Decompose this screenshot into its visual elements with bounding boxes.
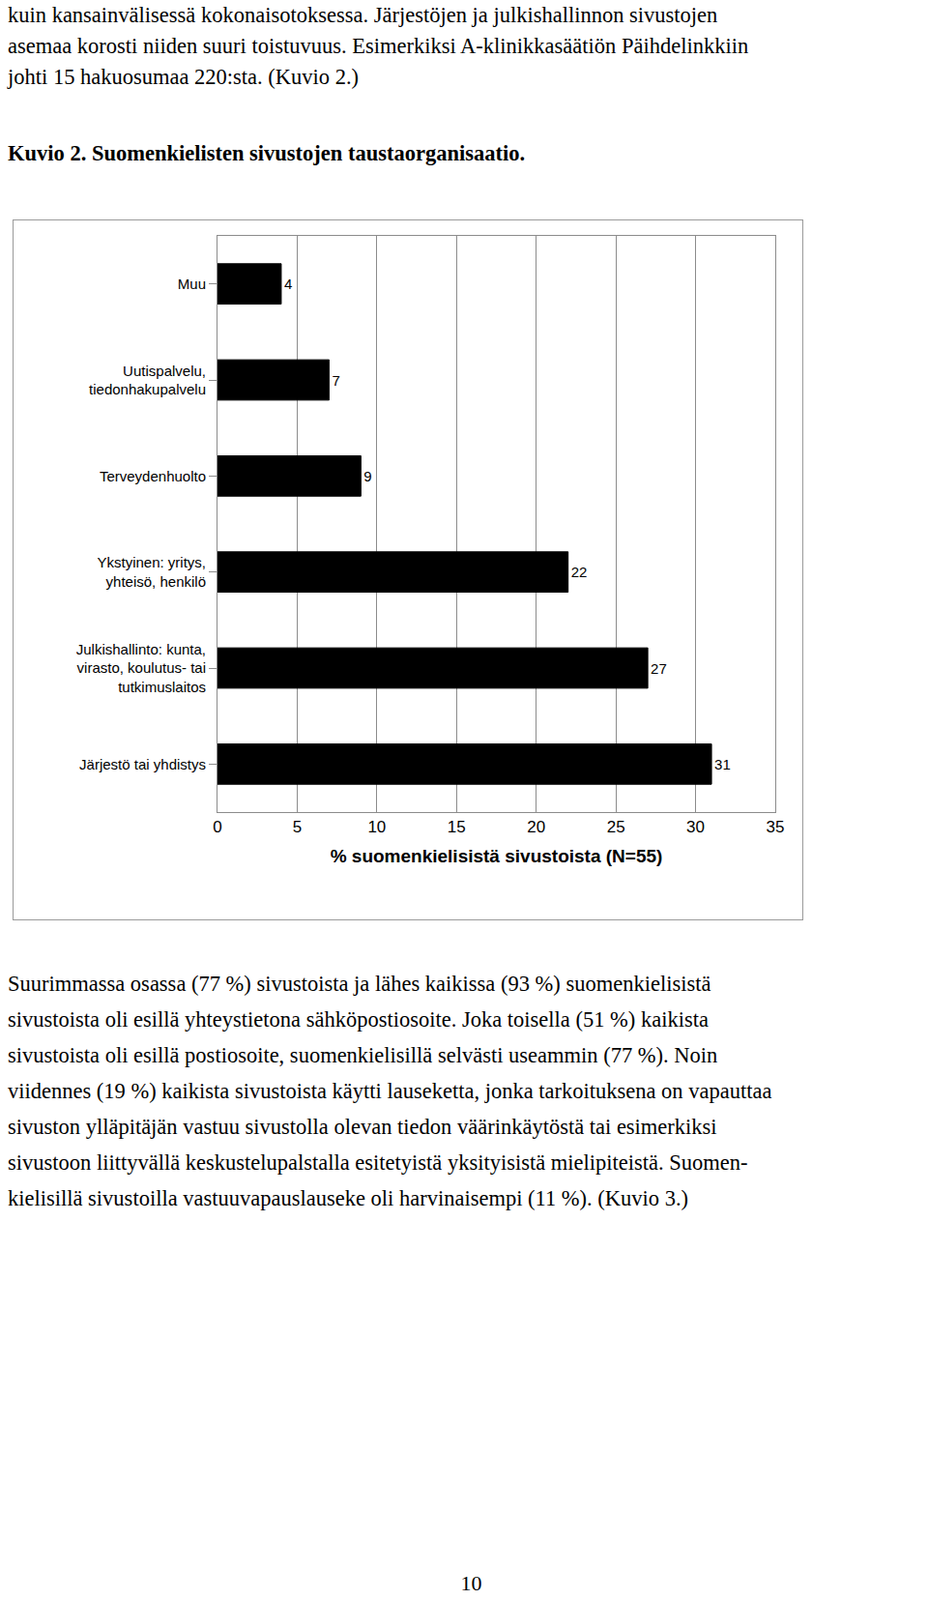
- svg-text:Järjestö tai yhdistys: Järjestö tai yhdistys: [79, 755, 206, 773]
- svg-text:27: 27: [650, 660, 667, 677]
- html-text:sivustoon liittyvällä keskuste: sivustoon liittyvällä keskustelupalstall…: [7, 1150, 748, 1175]
- html-text:sivuston ylläpitäjän vastuu si: sivuston ylläpitäjän vastuu sivustolla o…: [7, 1114, 717, 1139]
- html-text:kuin kansainvälisessä kokonais: kuin kansainvälisessä kokonaisotoksessa.…: [7, 2, 718, 28]
- svg-text:% suomenkielisistä sivustoista: % suomenkielisistä sivustoista (N=55): [330, 845, 664, 867]
- svg-text:Ykstyinen: yritys,yhteisö, hen: Ykstyinen: yritys,yhteisö, henkilö: [96, 553, 206, 590]
- svg-text:Uutispalvelu,tiedonhakupalvelu: Uutispalvelu,tiedonhakupalvelu: [88, 362, 206, 399]
- html-text:sivustoista oli esillä postios: sivustoista oli esillä postiosoite, suom…: [7, 1043, 718, 1068]
- svg-text:20: 20: [526, 817, 546, 837]
- svg-text:0: 0: [212, 817, 222, 837]
- svg-text:Terveydenhuolto: Terveydenhuolto: [99, 467, 206, 485]
- svg-text:5: 5: [292, 817, 302, 837]
- svg-text:Julkishallinto: kunta,virasto,: Julkishallinto: kunta,virasto, koulutus-…: [76, 640, 206, 696]
- svg-text:15: 15: [447, 817, 466, 837]
- html-text:10: 10: [460, 1570, 482, 1595]
- html-text:Kuvio 2. Suomenkielisten sivus: Kuvio 2. Suomenkielisten sivustojen taus…: [7, 141, 525, 166]
- svg-text:10: 10: [367, 817, 386, 837]
- svg-text:25: 25: [607, 817, 626, 837]
- svg-text:35: 35: [766, 817, 785, 837]
- html-text:Suurimmassa osassa (77 %) sivu: Suurimmassa osassa (77 %) sivustoista ja…: [7, 971, 711, 996]
- svg-text:22: 22: [571, 563, 588, 580]
- svg-text:31: 31: [714, 755, 731, 773]
- html-text:asemaa korosti niiden suuri to: asemaa korosti niiden suuri toistuvuus. …: [7, 33, 749, 58]
- html-text:sivustoista oli esillä yhteyst: sivustoista oli esillä yhteystietona säh…: [7, 1007, 709, 1032]
- html-text:viidennes (19 %) kaikista sivu: viidennes (19 %) kaikista sivustoista kä…: [7, 1078, 772, 1103]
- html-text:johti 15 hakuosumaa 220:sta. (: johti 15 hakuosumaa 220:sta. (Kuvio 2.): [7, 64, 359, 89]
- svg-text:7: 7: [331, 372, 340, 389]
- svg-text:9: 9: [363, 467, 372, 485]
- html-text:kielisillä sivustoilla vastuuv: kielisillä sivustoilla vastuuvapauslause…: [7, 1186, 689, 1211]
- svg-text:30: 30: [686, 817, 705, 837]
- svg-text:4: 4: [284, 275, 292, 292]
- svg-text:Muu: Muu: [177, 275, 206, 292]
